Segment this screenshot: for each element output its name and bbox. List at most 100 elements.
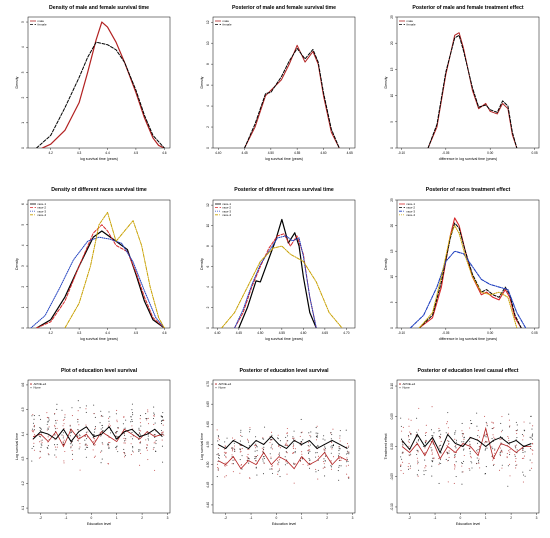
data-point [155,450,157,452]
data-point [33,445,35,448]
data-point [478,436,480,438]
data-point [431,453,433,456]
data-point [239,448,241,450]
data-point [431,406,433,408]
data-point [418,429,420,431]
x-tick-label: 4.5 [134,151,139,155]
panel-2: Posterior of male and female survival ti… [200,5,356,161]
data-point [439,437,441,439]
data-point [53,444,56,446]
data-point [302,439,304,441]
series-line-race-4 [64,211,165,328]
data-point [346,473,348,475]
x-tick-label: 4.4 [105,151,110,155]
data-point [131,419,133,421]
data-point [446,423,448,425]
data-point [509,475,511,477]
data-point [531,449,533,451]
data-point [521,457,523,460]
data-point [492,427,494,429]
data-point [432,460,434,462]
y-tick-label: 15 [390,67,394,71]
data-point [433,457,435,459]
data-point [423,470,425,472]
data-point [409,467,411,469]
data-point [346,458,348,461]
data-point [231,454,233,456]
data-point [431,435,433,437]
y-axis-label: Log survival time [200,433,204,460]
data-point [38,415,40,417]
data-point [293,462,295,464]
data-point [123,416,125,418]
data-point [460,462,463,464]
data-point [145,447,148,449]
data-point [116,419,118,421]
data-point [71,458,74,460]
data-point [493,436,495,438]
legend-label: race-2 [223,206,232,210]
data-point [278,459,280,461]
data-point [346,461,348,463]
data-point [477,442,479,444]
data-point [85,431,87,433]
data-point [233,447,235,449]
data-point [330,438,332,440]
panel-4: Density of different races survival time… [15,187,171,341]
data-point [294,452,296,454]
data-point [469,453,471,455]
data-point [71,440,73,442]
legend-label: race-2 [38,206,47,210]
data-point [331,448,333,450]
data-point [453,482,455,485]
data-point [509,453,511,456]
data-point [130,421,132,423]
data-point [92,449,94,451]
data-point [461,430,463,432]
data-point [345,453,347,455]
data-point [493,463,495,466]
data-point [78,424,80,426]
data-point [31,428,34,430]
legend-label: female [38,23,47,27]
data-point [348,477,350,479]
data-point [161,432,163,434]
x-tick-label: 4.2 [49,151,54,155]
data-point [486,447,488,449]
data-point [493,426,495,429]
data-point [499,439,501,441]
data-point [531,428,533,430]
y-tick-label: 4.50 [206,461,210,467]
data-point [330,465,332,467]
y-tick-label: 0 [21,327,25,329]
data-point [255,467,257,469]
data-point [300,440,302,443]
data-point [69,435,71,437]
x-tick-label: -1 [65,516,68,520]
data-point [332,428,334,430]
y-tick-label: 4.45 [206,481,210,487]
data-point [522,451,524,454]
x-tick-label: -0.05 [442,331,449,335]
x-axis-label: log survival time (years) [80,157,118,161]
data-point [147,435,149,437]
data-point [445,432,447,434]
data-point [285,461,287,463]
data-point [516,424,518,426]
x-tick-label: 4.70 [343,331,349,335]
data-point [93,441,95,443]
data-point [41,442,43,444]
panel-8: Posterior of education level survival -2 -… [200,368,356,526]
data-point [448,452,450,454]
data-point [402,444,404,446]
data-point [146,417,148,420]
x-tick-label: 0 [276,516,278,520]
data-point [217,447,219,450]
data-point [324,455,327,457]
data-point [470,423,472,425]
legend-label: race-4 [223,213,232,217]
data-point [448,456,450,459]
data-point [160,423,163,425]
data-point [292,437,294,440]
data-point [32,431,34,433]
